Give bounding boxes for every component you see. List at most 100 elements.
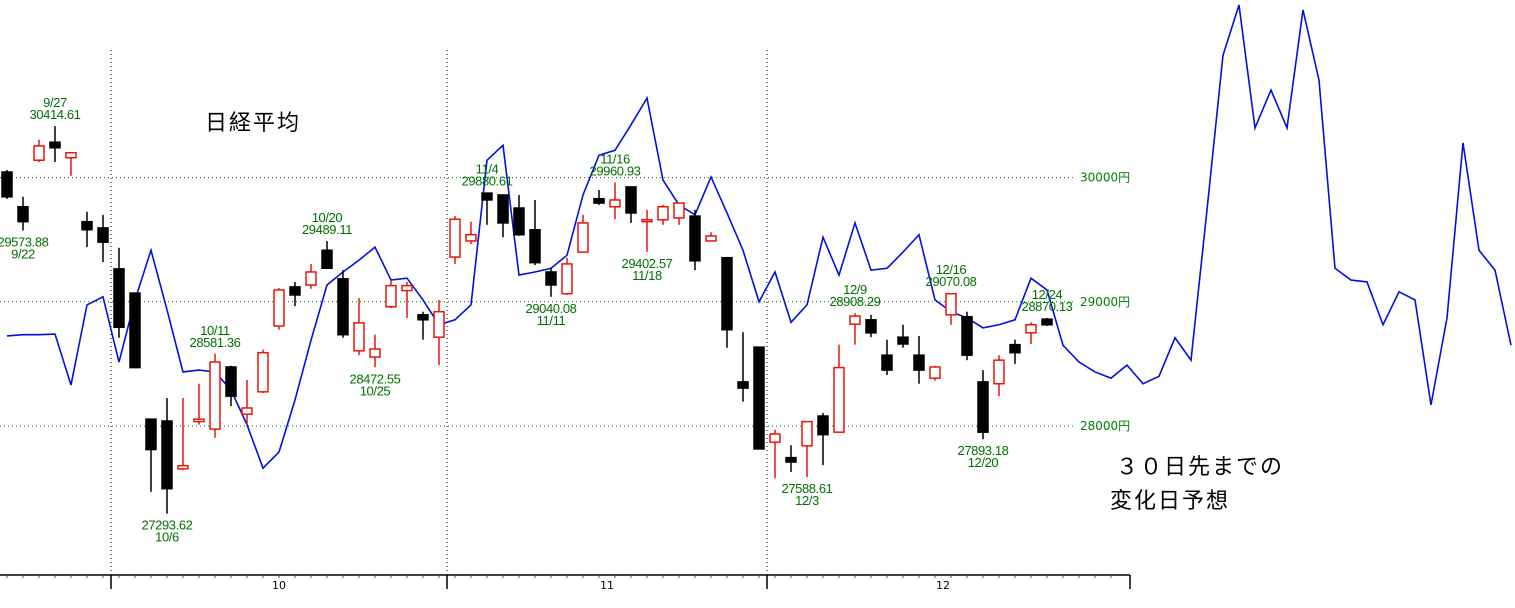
annotation-value: 29880.61 <box>461 173 512 188</box>
x-tick-label: 10 <box>272 579 286 592</box>
candle-body <box>737 381 749 389</box>
annotation-date: 10/25 <box>360 383 391 398</box>
candle-body <box>1 171 13 198</box>
candle-body <box>833 366 845 433</box>
candle-body <box>865 319 877 334</box>
candle-body <box>273 289 285 327</box>
candle-body <box>881 354 893 371</box>
candle-body <box>1041 318 1053 326</box>
candle-body <box>449 218 461 258</box>
candle-body <box>625 186 637 214</box>
annotation-value: 28870.13 <box>1021 299 1072 314</box>
candle-body <box>209 361 221 430</box>
candle-body <box>417 314 429 321</box>
candle-body <box>769 433 781 443</box>
y-tick-label: 28000円 <box>1080 419 1130 433</box>
candle-body <box>193 418 205 423</box>
annotation-value: 30414.61 <box>29 107 80 122</box>
candle-body <box>1009 343 1021 354</box>
candle-body <box>321 249 333 270</box>
annotation-value: 28581.36 <box>189 335 240 350</box>
annotation-value: 27588.61 <box>781 481 832 496</box>
annotation-value: 27293.62 <box>141 518 192 533</box>
annotation-date: 11/18 <box>632 268 662 283</box>
candle-body <box>849 315 861 325</box>
annotation-date: 9/27 <box>43 95 67 110</box>
candle-body <box>497 194 509 224</box>
candle-body <box>97 227 109 243</box>
candle-body <box>481 192 493 201</box>
candle-body <box>689 215 701 262</box>
candle-body <box>257 351 269 393</box>
candle-body <box>945 292 957 316</box>
candle-body <box>129 292 141 369</box>
candle-body <box>561 263 573 295</box>
annotation-date: 11/16 <box>600 151 630 166</box>
candle-body <box>577 222 589 253</box>
annotation-date: 12/9 <box>843 282 867 297</box>
candle-body <box>529 229 541 264</box>
chart-title: 日経平均 <box>205 111 301 136</box>
annotation-value: 27893.18 <box>957 443 1008 458</box>
annotation-date: 12/24 <box>1032 287 1063 302</box>
annotation-value: 29573.88 <box>0 235 49 250</box>
candle-body <box>81 220 93 231</box>
candle-body <box>897 336 909 345</box>
candle-body <box>225 366 237 397</box>
candle-body <box>177 464 189 470</box>
annotation-value: 28908.29 <box>829 294 880 309</box>
candle-body <box>977 381 989 433</box>
annotation-value: 29070.08 <box>925 274 976 289</box>
candle-body <box>913 354 925 371</box>
candle-body <box>17 206 29 223</box>
annotation-date: 12/16 <box>936 262 967 277</box>
y-tick-label: 29000円 <box>1080 295 1130 309</box>
annotation-date: 10/11 <box>200 323 230 338</box>
candle-body <box>753 346 765 450</box>
y-tick-label: 30000円 <box>1080 171 1130 185</box>
candle-body <box>65 152 77 159</box>
candle-body <box>369 348 381 358</box>
candle-body <box>33 145 45 161</box>
candle-body <box>1025 324 1037 334</box>
note-line: 変化日予想 <box>1110 489 1230 514</box>
candle-body <box>817 415 829 436</box>
candle-body <box>609 199 621 208</box>
candle-body <box>241 407 253 415</box>
candle-body <box>785 456 797 463</box>
candle-body <box>161 420 173 490</box>
candle-body <box>801 420 813 447</box>
candle-body <box>641 219 653 223</box>
candle-body <box>513 207 525 236</box>
annotation-date: 9/22 <box>11 247 35 262</box>
candle-body <box>145 418 157 451</box>
annotation-date: 11/11 <box>537 313 566 328</box>
x-tick-label: 11 <box>600 579 614 592</box>
note-line: ３０日先までの <box>1116 455 1284 480</box>
candle-body <box>401 284 413 292</box>
candle-body <box>353 322 365 352</box>
candle-body <box>929 366 941 379</box>
candle-body <box>433 310 445 338</box>
annotation-value: 29960.93 <box>589 163 640 178</box>
candle-body <box>465 233 477 242</box>
annotation-date: 10/6 <box>155 530 179 545</box>
annotation-value: 29489.11 <box>302 222 352 237</box>
candle-body <box>657 206 669 221</box>
candle-body <box>337 278 349 336</box>
annotation-value: 28472.55 <box>349 371 400 386</box>
candle-body <box>705 235 717 242</box>
candle-body <box>289 286 301 296</box>
annotation-value: 29402.57 <box>621 256 672 271</box>
candle-body <box>593 197 605 204</box>
candle-body <box>961 315 973 356</box>
candle-body <box>113 268 125 328</box>
candle-body <box>993 359 1005 385</box>
candle-body <box>721 256 733 331</box>
candle-body <box>545 271 557 286</box>
annotation-value: 29040.08 <box>525 301 576 316</box>
annotation-date: 12/3 <box>795 493 819 508</box>
candle-body <box>673 202 685 219</box>
annotation-date: 11/4 <box>476 161 499 176</box>
